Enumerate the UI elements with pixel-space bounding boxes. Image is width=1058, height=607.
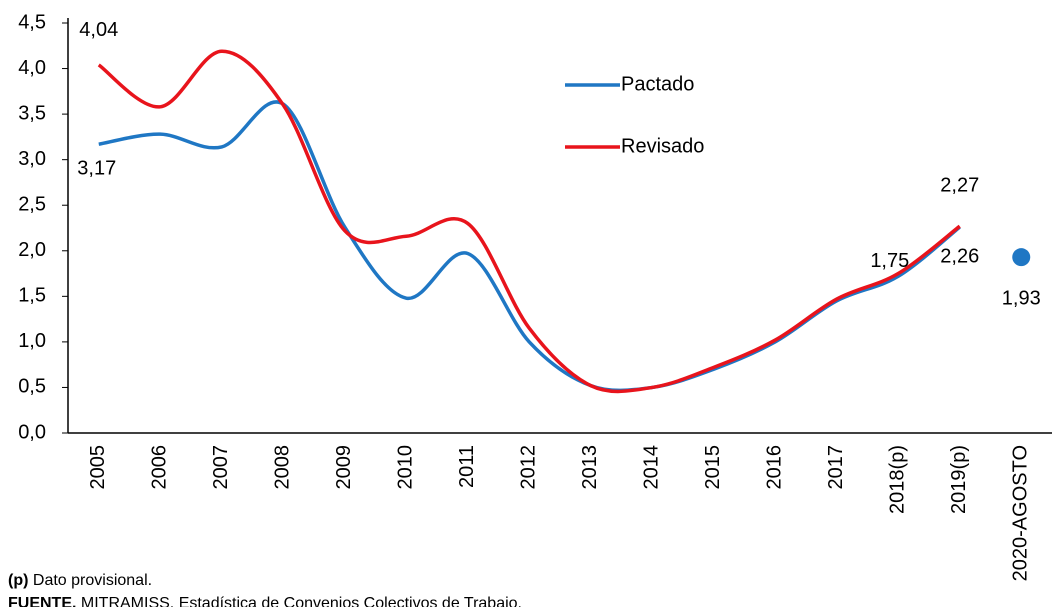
x-tick-label: 2010 <box>395 445 417 490</box>
legend-label: Pactado <box>621 73 694 95</box>
x-tick-label: 2005 <box>87 445 109 490</box>
footnote-label: (p) <box>8 572 28 589</box>
x-tick-label: 2008 <box>272 445 294 490</box>
x-tick-label: 2019(p) <box>948 445 970 514</box>
footnote-text: Dato provisional. <box>33 572 152 589</box>
source-label: FUENTE. <box>8 595 76 607</box>
value-label: 4,04 <box>79 19 118 41</box>
y-tick-label: 3,5 <box>18 102 46 124</box>
y-tick-label: 4,5 <box>18 11 46 33</box>
x-tick-label: 2011 <box>456 445 478 488</box>
y-tick-label: 4,0 <box>18 57 46 79</box>
source-text: MITRAMISS. Estadística de Convenios Cole… <box>81 595 522 607</box>
series-line <box>97 49 961 394</box>
x-tick-label: 2018(p) <box>887 445 909 514</box>
x-tick-label: 2017 <box>825 445 847 490</box>
y-tick-label: 0,0 <box>18 421 46 443</box>
x-tick-label: 2016 <box>764 445 786 490</box>
x-tick-label: 2006 <box>149 445 171 490</box>
x-tick-label: 2020-AGOSTO <box>1010 445 1032 581</box>
value-label: 2,26 <box>940 245 979 267</box>
source: FUENTE. MITRAMISS. Estadística de Conven… <box>8 595 522 607</box>
y-tick-label: 0,5 <box>18 376 46 398</box>
value-label: 3,17 <box>77 157 116 179</box>
x-tick-label: 2009 <box>333 445 355 490</box>
y-tick-label: 2,5 <box>18 194 46 216</box>
y-tick-label: 1,5 <box>18 285 46 307</box>
point-marker <box>1012 248 1031 267</box>
x-tick-label: 2013 <box>579 445 601 490</box>
y-tick-label: 2,0 <box>18 239 46 261</box>
value-label: 1,93 <box>1002 287 1041 309</box>
series-line <box>98 100 961 393</box>
y-tick-label: 1,0 <box>18 330 46 352</box>
footnote: (p) Dato provisional. <box>8 572 152 589</box>
x-tick-label: 2012 <box>518 445 540 490</box>
x-tick-label: 2014 <box>641 445 663 490</box>
x-tick-label: 2007 <box>210 445 232 490</box>
legend-label: Revisado <box>621 135 704 157</box>
y-tick-label: 3,0 <box>18 148 46 170</box>
x-tick-label: 2015 <box>702 445 724 490</box>
value-label: 2,27 <box>940 174 979 196</box>
value-label: 1,75 <box>870 250 909 272</box>
